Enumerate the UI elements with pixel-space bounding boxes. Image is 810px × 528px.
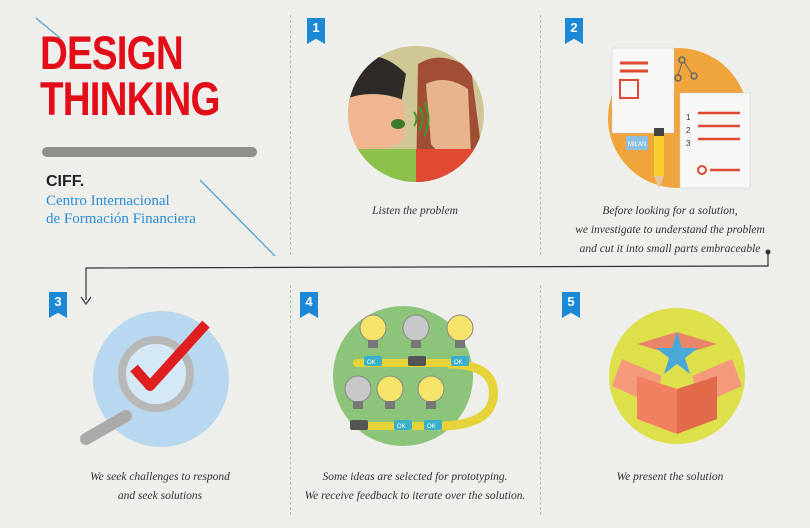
step-4-caption: Some ideas are selected for prototyping.… [285, 468, 545, 506]
org-name-line-2: de Formación Financiera [46, 211, 196, 227]
caption-line: Listen the problem [372, 205, 458, 217]
documents-pencil-icon: 1 2 3 MILAN [608, 47, 751, 189]
step-3-caption: We seek challenges to respond and seek s… [40, 468, 280, 506]
doc-number-2: 2 [686, 126, 691, 135]
title-line-1: DESIGN [40, 26, 184, 79]
step-badge-3: 3 [49, 292, 67, 318]
org-acronym: CIFF. [46, 173, 85, 190]
step-badge-2: 2 [565, 18, 583, 44]
divider [540, 15, 541, 255]
caption-line: We seek challenges to respond [90, 471, 230, 483]
divider [290, 15, 291, 255]
magnifier-check-icon [80, 311, 229, 447]
step-5-caption: We present the solution [550, 468, 790, 487]
caption-line: Before looking for a solution, [602, 205, 738, 217]
title-underline-bar [42, 147, 257, 157]
divider [290, 285, 291, 515]
org-name-line-1: Centro Internacional [46, 193, 170, 209]
eraser-label: MILAN [628, 142, 646, 148]
doc-number-3: 3 [686, 139, 691, 148]
ok-label: OK [397, 424, 406, 430]
title-line-2: THINKING [40, 72, 221, 125]
step-1-caption: Listen the problem [300, 202, 530, 221]
lightbulbs-icon: OK OK OK OK [333, 306, 498, 446]
caption-line: Some ideas are selected for prototyping. [322, 471, 508, 483]
caption-line: and cut it into small parts embraceable [579, 243, 761, 255]
step-badge-1: 1 [307, 18, 325, 44]
ok-label: OK [427, 424, 436, 430]
caption-line: We present the solution [616, 471, 724, 483]
step-badge-4: 4 [300, 292, 318, 318]
divider [540, 285, 541, 515]
caption-line: We receive feedback to iterate over the … [304, 490, 526, 502]
ok-label: OK [454, 360, 463, 366]
listening-faces-icon [348, 46, 484, 182]
doc-number-1: 1 [686, 113, 691, 122]
caption-line: and seek solutions [117, 490, 203, 502]
page-title: DESIGN THINKING [40, 26, 221, 125]
caption-line: we investigate to understand the problem [575, 224, 765, 236]
step-badge-5: 5 [562, 292, 580, 318]
open-box-star-icon [609, 308, 745, 444]
ok-label: OK [367, 360, 376, 366]
step-2-caption: Before looking for a solution, we invest… [535, 202, 805, 259]
